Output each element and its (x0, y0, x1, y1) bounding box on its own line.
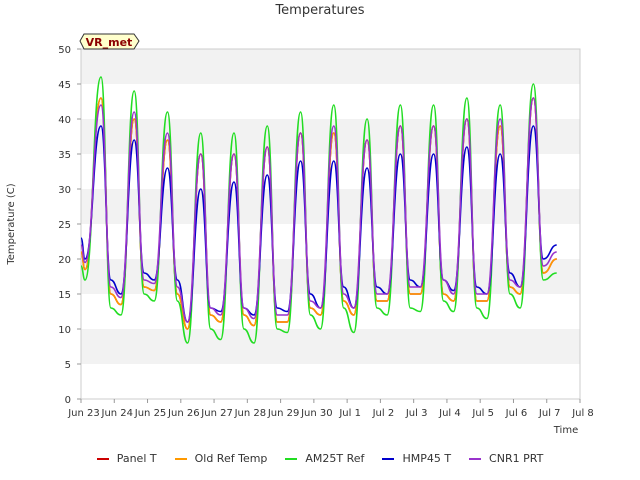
x-tick-label: Jul 7 (538, 408, 561, 419)
y-tick-label: 20 (58, 255, 71, 266)
y-tick-label: 10 (58, 325, 71, 336)
x-tick-label: Jul 5 (471, 408, 494, 419)
y-tick-label: 15 (58, 290, 71, 301)
legend-item-cnr1-prt: CNR1 PRT (469, 452, 543, 465)
legend-item-hmp45-t: HMP45 T (382, 452, 451, 465)
grid-band (81, 259, 580, 294)
legend-label: HMP45 T (402, 452, 452, 465)
x-tick-label: Jul 2 (372, 408, 395, 419)
grid-band (81, 329, 580, 364)
legend-label: Old Ref Temp (194, 452, 268, 465)
y-tick-label: 0 (65, 395, 71, 406)
y-tick-label: 40 (58, 115, 71, 126)
x-tick-label: Jun 30 (300, 408, 333, 419)
x-axis-label: Time (553, 425, 578, 436)
legend-swatch (469, 457, 482, 460)
x-tick-label: Jun 24 (101, 408, 134, 419)
y-tick-label: 35 (58, 150, 71, 161)
x-tick-label: Jun 28 (234, 408, 267, 419)
x-tick-label: Jul 8 (571, 408, 594, 419)
legend-swatch (382, 457, 395, 460)
badge-label: VR_met (86, 36, 133, 49)
series-lines (80, 76, 557, 344)
x-tick-label: Jun 23 (67, 408, 100, 419)
series-line-cnr1-prt (80, 97, 557, 323)
x-tick-label: Jul 6 (505, 408, 528, 419)
legend-swatch (285, 457, 298, 460)
y-tick-label: 5 (65, 360, 71, 371)
y-axis-label: Temperature (C) (6, 183, 17, 265)
grid-band (81, 364, 580, 399)
grid-band (81, 189, 580, 224)
y-tick-label: 30 (58, 185, 71, 196)
x-tick-label: Jun 25 (134, 408, 167, 419)
x-tick-label: Jul 3 (405, 408, 428, 419)
y-tick-label: 50 (58, 45, 71, 56)
legend-swatch (174, 457, 187, 460)
grid-band (81, 224, 580, 259)
x-tick-label: Jun 27 (200, 408, 233, 419)
y-tick-label: 45 (58, 80, 71, 91)
legend-label: CNR1 PRT (489, 452, 544, 465)
y-axis: 0 5 10 15 20 25 30 35 40 45 50 (58, 45, 81, 406)
station-badge: VR_met (79, 33, 140, 50)
legend-swatch (96, 457, 109, 460)
legend-item-old-ref-temp: Old Ref Temp (174, 452, 268, 465)
grid-band (81, 49, 580, 84)
legend-label: AM25T Ref (305, 452, 365, 465)
chart-title: Temperatures (274, 3, 364, 18)
badge-shape (79, 33, 140, 50)
y-tick-label: 25 (58, 220, 71, 231)
x-tick-label: Jul 1 (338, 408, 361, 419)
x-tick-label: Jun 26 (167, 408, 200, 419)
x-tick-label: Jun 29 (267, 408, 300, 419)
x-axis: Jun 23 Jun 24 Jun 25 Jun 26 Jun 27 Jun 28 Jun … (67, 399, 594, 419)
chart-legend: Panel T Old Ref Temp AM25T Ref HMP45 T CNR1 … (0, 452, 640, 465)
grid-band (81, 294, 580, 329)
grid-band (81, 84, 580, 119)
legend-item-panel-t: Panel T (96, 452, 157, 465)
legend-item-am25t-ref: AM25T Ref (285, 452, 364, 465)
x-tick-label: Jul 4 (438, 408, 461, 419)
legend-label: Panel T (116, 452, 157, 465)
